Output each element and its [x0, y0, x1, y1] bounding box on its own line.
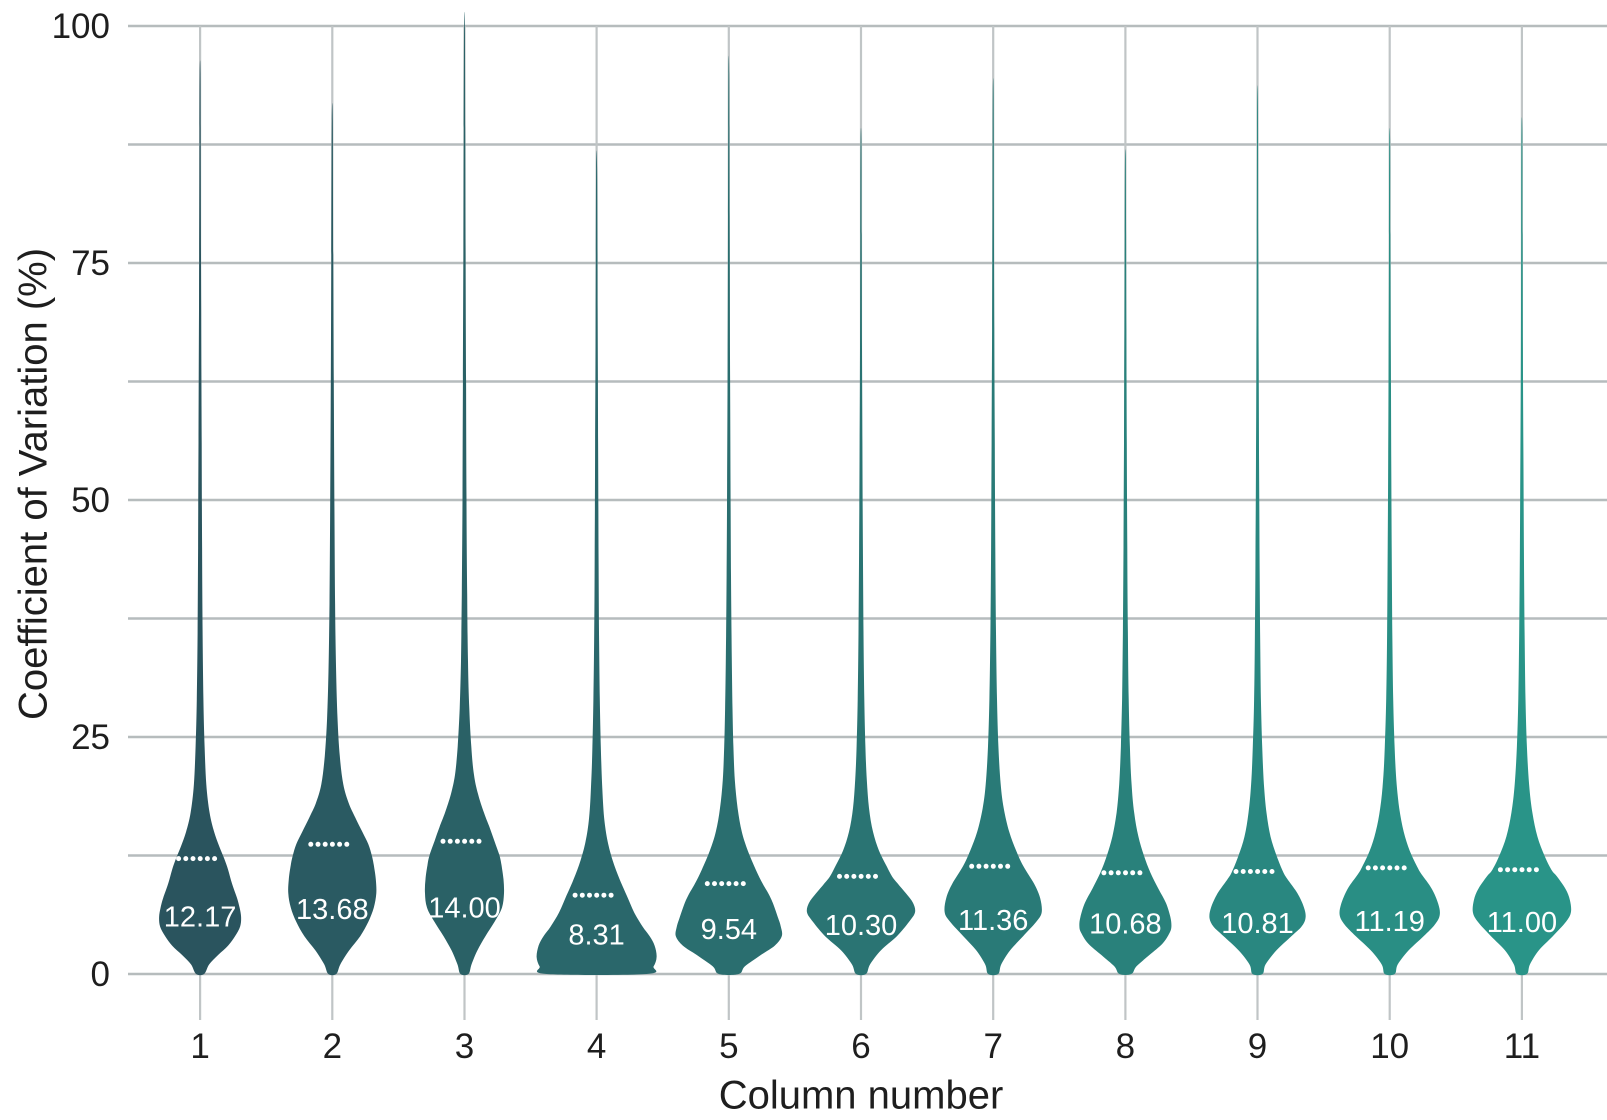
x-tick-label-2: 2 [323, 1027, 342, 1066]
violin-col-7 [944, 78, 1042, 976]
violin-col-5 [675, 55, 783, 975]
median-value-label-col-8: 10.68 [1089, 908, 1162, 940]
violin-col-2 [288, 103, 377, 976]
median-value-label-col-7: 11.36 [958, 905, 1028, 937]
y-tick-label-25: 25 [71, 718, 110, 757]
median-value-label-col-10: 11.19 [1354, 906, 1424, 938]
x-tick-label-10: 10 [1370, 1027, 1409, 1066]
x-tick-label-3: 3 [455, 1027, 474, 1066]
violin-col-11 [1472, 117, 1572, 976]
x-tick-label-6: 6 [851, 1027, 870, 1066]
violin-col-1 [159, 60, 242, 976]
median-value-label-col-5: 9.54 [701, 914, 757, 946]
violin-col-8 [1079, 149, 1172, 975]
y-tick-label-75: 75 [71, 244, 110, 283]
x-tick-label-9: 9 [1248, 1027, 1267, 1066]
median-value-label-col-2: 13.68 [296, 894, 369, 926]
x-axis-title: Column number [718, 1073, 1004, 1118]
y-tick-label-50: 50 [71, 481, 110, 520]
median-value-label-col-1: 12.17 [164, 901, 237, 933]
violin-col-3 [424, 11, 505, 976]
median-value-label-col-3: 14.00 [428, 893, 501, 925]
median-value-label-col-6: 10.30 [825, 910, 898, 942]
violin-col-9 [1209, 85, 1306, 976]
median-value-label-col-11: 11.00 [1487, 907, 1557, 939]
x-tick-label-4: 4 [587, 1027, 606, 1066]
violin-col-6 [806, 127, 916, 976]
x-tick-label-5: 5 [719, 1027, 738, 1066]
median-value-label-col-4: 8.31 [568, 920, 624, 952]
violin-col-4 [536, 150, 657, 975]
x-tick-label-11: 11 [1504, 1027, 1540, 1066]
violin-col-10 [1339, 127, 1440, 976]
y-tick-label-0: 0 [91, 955, 110, 994]
x-tick-label-8: 8 [1116, 1027, 1135, 1066]
y-tick-label-100: 100 [52, 7, 110, 46]
median-value-label-col-9: 10.81 [1221, 908, 1294, 940]
x-tick-label-1: 1 [190, 1027, 209, 1066]
x-tick-label-7: 7 [983, 1027, 1002, 1066]
y-axis-title: Coefficient of Variation (%) [11, 247, 56, 721]
